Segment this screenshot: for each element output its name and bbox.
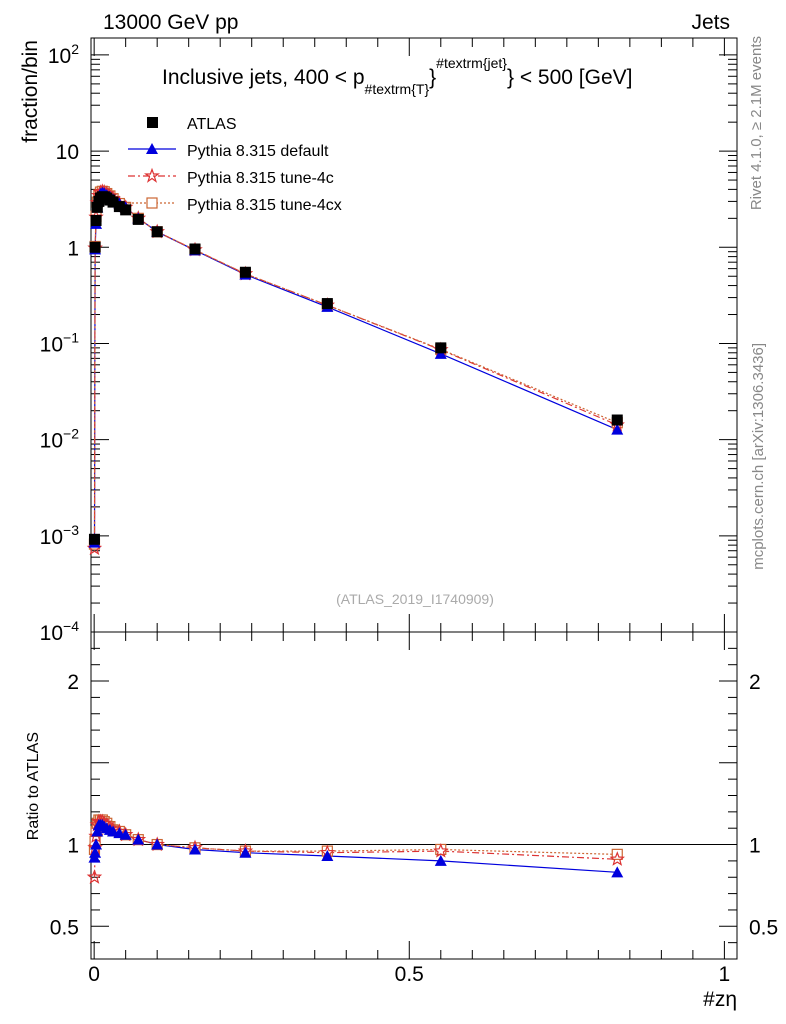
main-y-tick-label: 10: [56, 141, 79, 164]
ratio-line-pythia-8-315-default: [93, 824, 618, 873]
main-line-pythia-8-315-default: [93, 191, 618, 543]
legend-atlas-marker: [147, 117, 158, 128]
ratio-y-tick-label-right: 1: [749, 835, 761, 858]
main-point-atlas: [113, 201, 125, 213]
legend-tune4cx-label: Pythia 8.315 tune-4cx: [187, 197, 342, 214]
main-y-axis-label: fraction/bin: [19, 40, 42, 143]
ratio-series-group: [86, 813, 625, 884]
main-x-minor-ticks: [93, 38, 725, 632]
ratio-point-pythia-8-315-default: [611, 866, 624, 878]
ratio-y-tick-label: 1: [67, 835, 79, 858]
ratio-point-pythia-8-315-default: [132, 833, 145, 845]
main-point-atlas: [88, 533, 100, 545]
mcplots-label: mcplots.cern.ch [arXiv:1306.3436]: [750, 343, 767, 570]
ratio-point-pythia-8-315-tune-4c: [433, 842, 449, 858]
ratio-y-tick-label: 0.5: [50, 916, 79, 939]
energy-label: 13000 GeV pp: [103, 11, 238, 34]
main-y-tick-label: 1: [67, 237, 79, 260]
legend-tune4c-label: Pythia 8.315 tune-4c: [187, 170, 334, 187]
legend-default-marker: [146, 143, 158, 154]
ratio-point-pythia-8-315-default: [90, 838, 103, 850]
main-y-ticks: 102 10 1 10−1 10−2 10−3 10−4: [40, 41, 737, 645]
main-series-group: [86, 183, 625, 556]
analysis-id: (ATLAS_2019_I1740909): [336, 591, 494, 607]
ratio-y-tick-label: 2: [67, 671, 79, 694]
x-axis-label: #zη: [703, 988, 737, 1011]
main-line-pythia-8-315-tune-4cx: [93, 190, 618, 545]
main-point-atlas: [435, 342, 447, 354]
main-point-atlas: [120, 204, 132, 216]
main-point-atlas: [321, 298, 333, 310]
ratio-y-ticks: 0.5 0.5 1 1 2 2: [50, 647, 778, 944]
ratio-x-tick-label: 0: [88, 963, 100, 986]
ratio-line-pythia-8-315-tune-4c: [93, 821, 618, 878]
main-point-atlas: [89, 241, 101, 253]
ratio-x-tick-label: 0.5: [395, 963, 424, 986]
legend: ATLAS Pythia 8.315 default Pythia 8.315 …: [128, 116, 342, 214]
main-point-atlas: [90, 214, 102, 226]
ratio-y-axis-label: Ratio to ATLAS: [25, 732, 42, 840]
main-line-pythia-8-315-tune-4c: [93, 190, 618, 549]
main-point-pythia-8-315-default: [611, 423, 624, 435]
ratio-y-tick-label-right: 2: [749, 671, 761, 694]
ratio-point-pythia-8-315-tune-4c: [609, 851, 625, 866]
ratio-point-pythia-8-315-default: [119, 828, 132, 840]
ratio-point-pythia-8-315-default: [188, 843, 201, 855]
main-y-tick-label: 10−3: [40, 522, 80, 549]
ratio-y-tick-label-right: 0.5: [749, 916, 778, 939]
legend-tune4c-marker: [144, 167, 160, 183]
ratio-point-pythia-8-315-default: [434, 854, 447, 866]
category-label: Jets: [691, 11, 730, 34]
main-y-tick-label: 102: [48, 41, 79, 68]
ratio-point-pythia-8-315-tune-4c: [86, 869, 103, 884]
ratio-point-pythia-8-315-default: [89, 846, 102, 858]
legend-default-label: Pythia 8.315 default: [187, 143, 329, 160]
main-point-atlas: [91, 201, 103, 213]
legend-tune4cx-marker: [146, 197, 158, 209]
ratio-point-pythia-8-315-default: [151, 838, 164, 850]
main-y-tick-label: 10−4: [40, 618, 80, 645]
main-plot-title: Inclusive jets, 400 < p#textrm{T}}#textr…: [162, 55, 633, 97]
ratio-x-tick-label: 1: [719, 963, 731, 986]
main-point-atlas: [132, 213, 144, 225]
legend-atlas-label: ATLAS: [187, 116, 237, 133]
main-point-atlas: [239, 266, 251, 278]
main-y-tick-label: 10−1: [40, 329, 80, 356]
ratio-point-pythia-8-315-default: [321, 849, 334, 861]
main-y-tick-label: 10−2: [40, 426, 80, 453]
ratio-point-pythia-8-315-default: [239, 846, 252, 858]
rivet-version-label: Rivet 4.1.0, ≥ 2.1M events: [748, 36, 765, 210]
ratio-line-pythia-8-315-tune-4cx: [93, 819, 618, 855]
main-point-atlas: [611, 414, 623, 426]
ratio-x-ticks: 0 0.5 1: [88, 632, 730, 986]
ratio-point-pythia-8-315-default: [91, 825, 104, 837]
main-point-atlas: [189, 243, 201, 255]
ratio-plot-frame: [90, 631, 738, 960]
main-point-atlas: [107, 196, 119, 208]
main-point-atlas: [151, 226, 163, 238]
